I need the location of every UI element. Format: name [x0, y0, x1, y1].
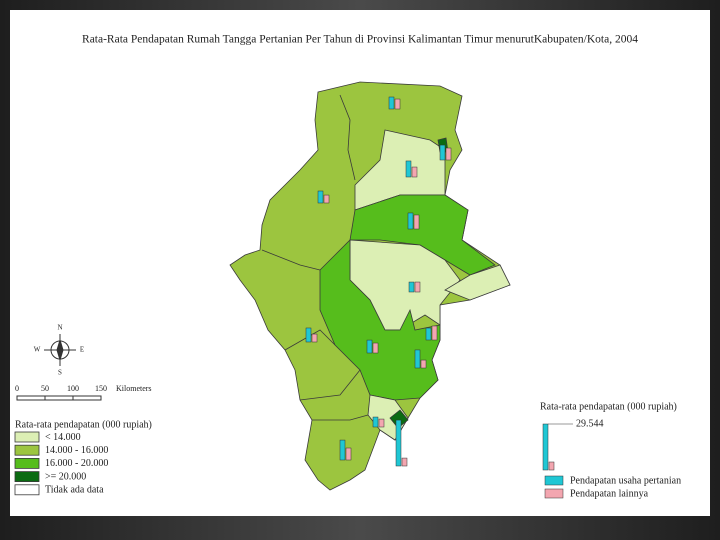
- legend-label: 14.000 - 16.000: [45, 445, 108, 456]
- district-charts: [305, 96, 452, 467]
- legend-bar-farm: [542, 423, 549, 471]
- legend-label: Tidak ada data: [45, 485, 104, 496]
- compass: [44, 334, 76, 366]
- district-chart: [388, 96, 401, 110]
- bar-farm: [414, 349, 421, 369]
- district-chart: [405, 160, 418, 178]
- region: [389, 409, 409, 429]
- scale-bar: 0 50 100 150 Kilometers: [15, 384, 152, 401]
- border: [284, 329, 336, 351]
- legend-swatch: [544, 488, 564, 499]
- bar-other: [411, 166, 418, 178]
- bar-farm: [366, 339, 373, 354]
- bar-farm: [408, 281, 415, 293]
- compass-needle: [56, 338, 64, 362]
- bar-other: [345, 447, 352, 461]
- bar-farm: [372, 416, 379, 428]
- scale-label: 100: [67, 384, 79, 393]
- legend-label: Pendapatan usaha pertanian: [570, 475, 681, 486]
- district-chart: [408, 281, 421, 293]
- legend-max: 29.544: [576, 418, 604, 429]
- bar-farm: [317, 190, 324, 204]
- bar-farm: [395, 419, 402, 467]
- district-chart: [317, 190, 330, 204]
- district-chart: [414, 349, 427, 369]
- district-chart: [407, 212, 420, 230]
- border: [261, 249, 321, 271]
- scale-unit: Kilometers: [116, 384, 152, 393]
- legend: < 14.000 14.000 - 16.000 16.000 - 20.000 >=…: [14, 431, 108, 496]
- bar-other: [394, 98, 401, 110]
- bar-other: [372, 342, 379, 354]
- district-chart: [372, 416, 385, 428]
- bar-other: [378, 418, 385, 428]
- chart-legend-title: Rata-rata pendapatan (000 rupiah): [540, 401, 677, 412]
- bar-farm: [407, 212, 414, 230]
- compass-e: E: [80, 346, 84, 354]
- legend-label: 16.000 - 20.000: [45, 458, 108, 469]
- scale-label: 50: [41, 384, 49, 393]
- bar-other: [431, 325, 438, 341]
- compass-s: S: [58, 369, 62, 377]
- district-chart: [366, 339, 379, 354]
- bar-other: [401, 457, 408, 467]
- region: [444, 264, 511, 301]
- bar-farm: [405, 160, 412, 178]
- legend-label: < 14.000: [45, 432, 81, 443]
- region: [349, 194, 496, 276]
- bar-farm: [388, 96, 395, 110]
- district-chart: [395, 419, 408, 467]
- district-chart: [305, 327, 318, 343]
- border: [299, 369, 361, 401]
- legend-bar-other: [548, 461, 555, 471]
- compass-n: N: [57, 324, 62, 332]
- chart-legend: 29.544 Pendapatan usaha pertanian Pendapat…: [542, 418, 681, 499]
- legend-swatch: [14, 431, 40, 443]
- compass-w: W: [34, 346, 41, 354]
- bar-other: [311, 333, 318, 343]
- legend-swatch: [14, 471, 40, 483]
- district-chart: [339, 439, 352, 461]
- district-chart: [425, 325, 438, 341]
- map-title: Rata-Rata Pendapatan Rumah Tangga Pertan…: [82, 34, 638, 46]
- bar-other: [413, 214, 420, 230]
- district-chart: [439, 144, 452, 161]
- bar-other: [323, 194, 330, 204]
- bar-other: [420, 359, 427, 369]
- legend-swatch: [14, 444, 40, 456]
- border: [312, 414, 369, 421]
- bar-farm: [339, 439, 346, 461]
- legend-swatch: [14, 484, 40, 496]
- bar-farm: [439, 144, 446, 161]
- legend-title: Rata-rata pendapatan (000 rupiah): [15, 419, 152, 430]
- legend-label: Pendapatan lainnya: [570, 488, 649, 499]
- scale-label: 150: [95, 384, 107, 393]
- bar-other: [414, 281, 421, 293]
- border: [339, 94, 356, 181]
- legend-swatch: [14, 457, 40, 469]
- bar-farm: [305, 327, 312, 343]
- bar-other: [445, 147, 452, 161]
- scale-label: 0: [15, 384, 19, 393]
- bar-farm: [425, 327, 432, 341]
- legend-swatch: [544, 475, 564, 486]
- legend-label: >= 20.000: [45, 471, 86, 482]
- region: [319, 239, 441, 401]
- map: [229, 81, 511, 491]
